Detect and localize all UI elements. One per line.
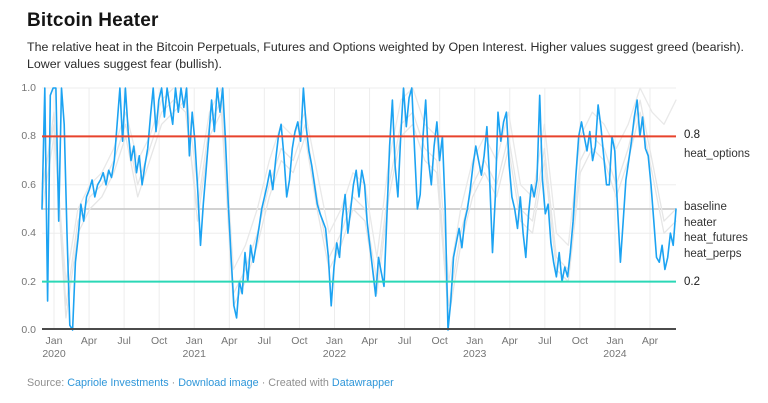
- threshold-value-label: 0.8: [684, 129, 700, 142]
- x-tick-label: Jan 2021: [182, 335, 206, 360]
- y-tick-label: 0.4: [21, 227, 36, 240]
- download-image-link[interactable]: Download image: [178, 377, 259, 389]
- x-tick-label: Apr: [221, 335, 238, 347]
- chart-title: Bitcoin Heater: [27, 10, 159, 31]
- separator: ·: [261, 377, 266, 389]
- chart-description: The relative heat in the Bitcoin Perpetu…: [27, 40, 744, 71]
- source-link[interactable]: Capriole Investments: [67, 377, 169, 389]
- footer: Source: Capriole Investments · Download ima…: [27, 377, 397, 389]
- x-tick-label: Oct: [431, 335, 448, 347]
- y-tick-label: 0.0: [21, 324, 36, 336]
- y-tick-label: 0.6: [21, 178, 36, 191]
- x-tick-label: Oct: [571, 335, 589, 347]
- heater-line: [41, 87, 677, 331]
- y-tick-label: 0.2: [21, 275, 36, 288]
- x-tick-label: Apr: [80, 335, 98, 347]
- x-tick-label: Apr: [641, 335, 659, 347]
- series-name-label: heat_perps: [684, 247, 742, 260]
- y-tick-label: 1.0: [21, 82, 36, 94]
- x-tick-label: Jan 2022: [322, 335, 347, 360]
- separator: ·: [171, 377, 176, 389]
- x-tick-label: Jan 2020: [42, 335, 66, 360]
- heat_futures-line: [41, 99, 677, 307]
- series-name-label: heat_futures: [684, 232, 748, 245]
- x-tick-label: Jul: [257, 335, 272, 347]
- x-tick-label: Oct: [151, 335, 168, 347]
- series-name-label: heat_options: [684, 148, 750, 161]
- x-tick-label: Jul: [538, 335, 552, 347]
- x-tick-label: Jan 2024: [603, 335, 627, 360]
- series-name-label: heater: [684, 216, 717, 229]
- x-tick-label: Jan 2023: [463, 335, 487, 360]
- series-name-label: baseline: [684, 200, 727, 213]
- x-tick-label: Apr: [361, 335, 378, 347]
- y-tick-label: 0.8: [21, 130, 36, 143]
- source-label: Source:: [27, 377, 65, 389]
- heat_perps-line: [41, 99, 677, 319]
- created-with-label: Created with: [268, 377, 329, 389]
- datawrapper-link[interactable]: Datawrapper: [331, 377, 394, 389]
- threshold-value-label: 0.2: [684, 275, 700, 288]
- x-tick-label: Apr: [501, 335, 518, 347]
- x-tick-label: Jul: [397, 335, 412, 347]
- x-tick-label: Jul: [117, 335, 131, 347]
- plot-area[interactable]: [41, 87, 677, 331]
- x-tick-label: Oct: [291, 335, 308, 347]
